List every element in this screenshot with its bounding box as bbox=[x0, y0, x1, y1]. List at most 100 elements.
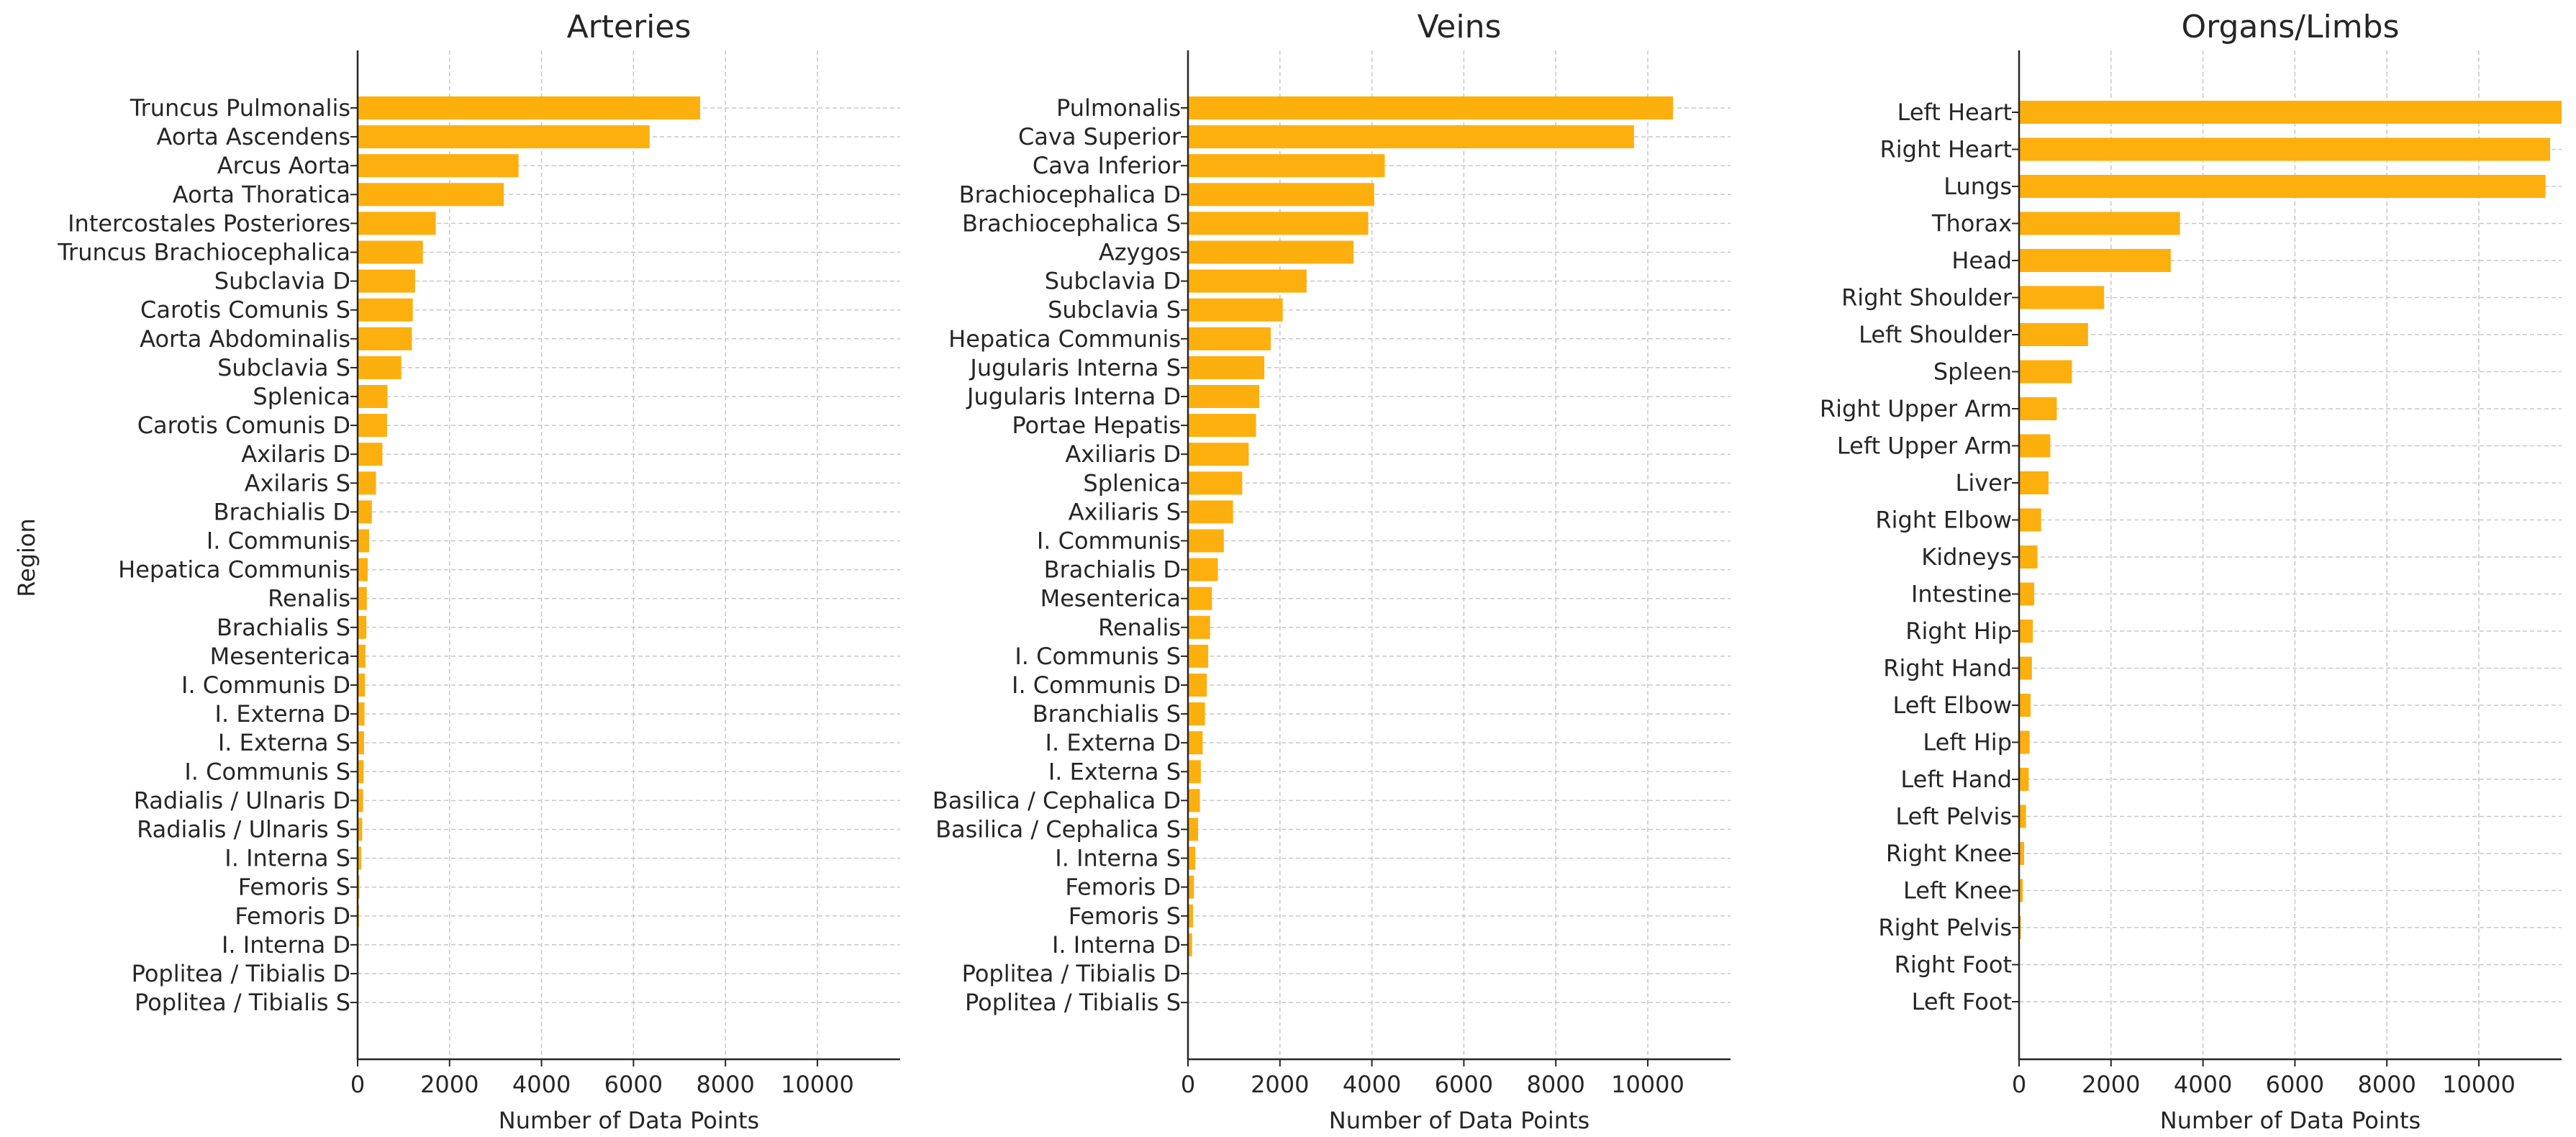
category-label: I. Communis D bbox=[1012, 671, 1181, 699]
bar bbox=[358, 154, 519, 178]
bar bbox=[1188, 298, 1283, 322]
category-label: Subclavia S bbox=[217, 354, 350, 381]
bar bbox=[358, 789, 363, 812]
category-label: Axiliaris D bbox=[1065, 440, 1181, 468]
category-label: Brachiocephalica S bbox=[962, 209, 1181, 237]
category-label: Right Hip bbox=[1905, 617, 2012, 645]
category-label: Right Upper Arm bbox=[1820, 395, 2012, 422]
category-label: Subclavia S bbox=[1048, 296, 1181, 324]
bar bbox=[1188, 96, 1674, 119]
x-axis-label: Number of Data Points bbox=[499, 1107, 759, 1134]
bar bbox=[358, 702, 365, 726]
x-tick-label: 4000 bbox=[2174, 1071, 2232, 1098]
bar bbox=[1188, 154, 1385, 178]
category-label: I. Interna D bbox=[1052, 931, 1181, 959]
category-label: Left Upper Arm bbox=[1837, 432, 2012, 460]
panel-title: Veins bbox=[1418, 9, 1502, 45]
x-tick-label: 0 bbox=[2012, 1071, 2026, 1098]
panel-arteries: 0 2000 4000 6000 8000 10000 Truncus Pulmonalis… bbox=[57, 9, 900, 1134]
bar bbox=[358, 183, 504, 207]
bar bbox=[358, 414, 387, 438]
x-tick-label: 0 bbox=[350, 1071, 365, 1098]
bar bbox=[1188, 904, 1194, 928]
x-tick-label: 10000 bbox=[2442, 1071, 2516, 1098]
bar bbox=[2019, 620, 2033, 643]
category-label: Subclavia D bbox=[1045, 268, 1181, 295]
category-label: Radialis / Ulnaris S bbox=[137, 816, 350, 843]
category-label: Right Hand bbox=[1883, 655, 2012, 682]
bar bbox=[1188, 817, 1199, 841]
category-label: Femoris S bbox=[238, 874, 350, 901]
bar bbox=[2019, 212, 2180, 235]
category-label: Femoris S bbox=[1069, 902, 1181, 930]
bar bbox=[1188, 789, 1200, 812]
category-label: Radialis / Ulnaris D bbox=[134, 787, 350, 814]
category-label: Right Knee bbox=[1886, 840, 2012, 867]
bar bbox=[358, 731, 364, 755]
category-label: Liver bbox=[1956, 469, 2013, 497]
bar bbox=[358, 500, 372, 524]
category-label: I. Communis S bbox=[1015, 643, 1181, 670]
category-label: Right Elbow bbox=[1875, 507, 2012, 534]
category-label: Axilaris D bbox=[241, 440, 350, 468]
category-label: I. Externa D bbox=[215, 700, 350, 728]
bar bbox=[1188, 414, 1256, 438]
category-label: Hepatica Communis bbox=[118, 556, 350, 584]
category-label: Poplitea / Tibialis S bbox=[135, 989, 350, 1016]
bar bbox=[1188, 558, 1218, 581]
bar bbox=[2019, 656, 2032, 680]
panel-title: Arteries bbox=[567, 9, 691, 45]
category-label: Truncus Pulmonalis bbox=[130, 94, 350, 122]
category-label: Pulmonalis bbox=[1056, 94, 1181, 122]
x-tick-label: 4000 bbox=[1343, 1071, 1401, 1098]
x-tick-label: 4000 bbox=[512, 1071, 571, 1098]
x-tick-label: 10000 bbox=[781, 1071, 854, 1098]
bar bbox=[1188, 875, 1194, 899]
x-tick-label: 6000 bbox=[604, 1071, 663, 1098]
bar bbox=[1188, 933, 1192, 956]
category-label: Poplitea / Tibialis D bbox=[132, 960, 350, 987]
bar bbox=[358, 529, 369, 553]
bar bbox=[1188, 529, 1224, 553]
bar bbox=[1188, 846, 1196, 870]
bar bbox=[2019, 175, 2546, 198]
panel-organs-limbs: 0 2000 4000 6000 8000 10000 Left Heart Right He… bbox=[1820, 9, 2562, 1134]
bar bbox=[1188, 674, 1207, 697]
category-label: Jugularis Interna D bbox=[966, 383, 1181, 410]
bar bbox=[2019, 471, 2049, 494]
category-label: Cava Superior bbox=[1018, 123, 1182, 150]
category-label: Left Elbow bbox=[1892, 692, 2012, 719]
category-label: Jugularis Interna S bbox=[969, 354, 1181, 381]
bar bbox=[358, 674, 366, 697]
category-label: I. Externa S bbox=[1048, 758, 1181, 785]
category-label: Axilaris S bbox=[245, 469, 350, 497]
category-label: Right Heart bbox=[1880, 136, 2013, 163]
bar bbox=[1188, 240, 1354, 264]
category-label: Thorax bbox=[1931, 210, 2012, 237]
x-tick-label: 8000 bbox=[696, 1071, 754, 1098]
x-tick-label: 2000 bbox=[1251, 1071, 1309, 1098]
category-label: Cava Inferior bbox=[1033, 152, 1182, 179]
category-label: Renalis bbox=[268, 585, 350, 612]
bar bbox=[358, 558, 368, 581]
category-label: Brachialis S bbox=[217, 614, 350, 641]
bar bbox=[2019, 805, 2026, 828]
category-label: I. Communis S bbox=[184, 758, 350, 785]
bar bbox=[358, 615, 367, 639]
category-label: Hepatica Communis bbox=[948, 325, 1181, 353]
category-label: Splenica bbox=[1083, 469, 1181, 497]
category-label: Branchialis S bbox=[1033, 700, 1181, 728]
bar bbox=[2019, 508, 2041, 532]
category-label: Brachiocephalica D bbox=[959, 181, 1181, 208]
bar bbox=[1188, 385, 1260, 408]
x-axis-label: Number of Data Points bbox=[1329, 1107, 1589, 1134]
category-label: Poplitea / Tibialis D bbox=[962, 960, 1181, 987]
x-axis-label: Number of Data Points bbox=[2160, 1107, 2421, 1134]
x-tick-label: 6000 bbox=[2266, 1071, 2324, 1098]
category-label: Mesenterica bbox=[1040, 585, 1181, 612]
bar bbox=[358, 760, 364, 784]
category-label: Lungs bbox=[1944, 173, 2012, 200]
bar bbox=[2019, 916, 2021, 939]
